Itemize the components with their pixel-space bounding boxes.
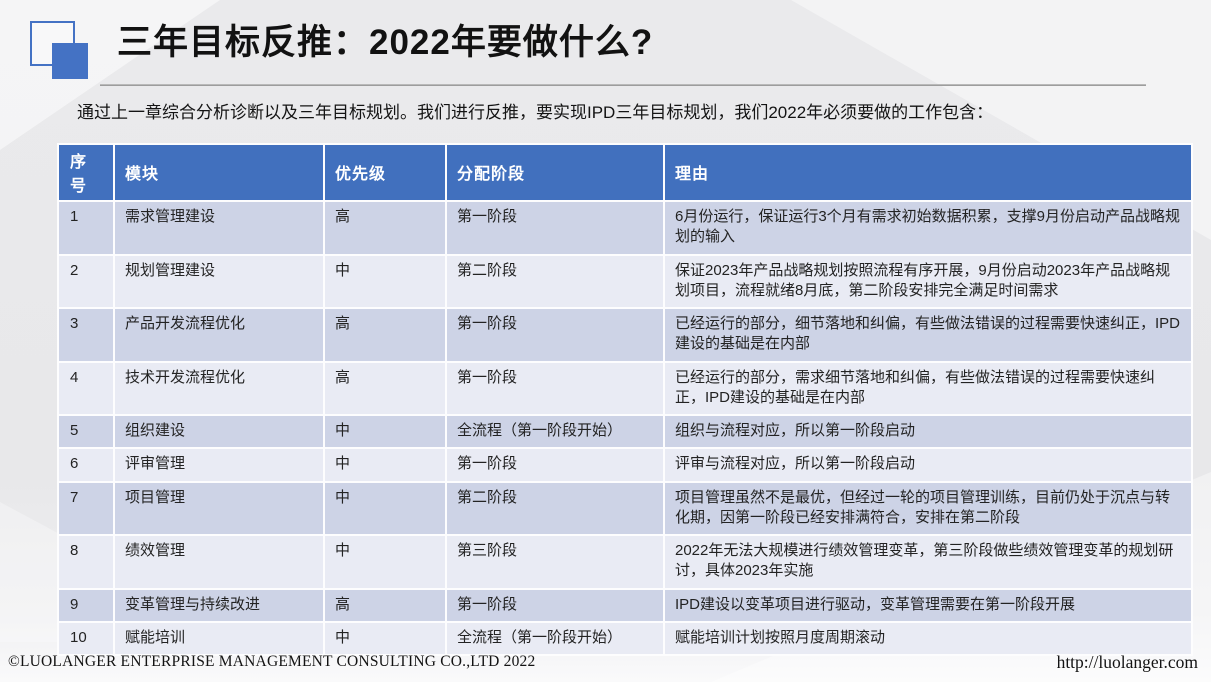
row-no-cell: 6 bbox=[59, 449, 113, 481]
module-cell: 评审管理 bbox=[115, 449, 323, 481]
reason-cell: IPD建设以变革项目进行驱动，变革管理需要在第一阶段开展 bbox=[665, 589, 1191, 621]
decorative-square-filled bbox=[52, 43, 88, 79]
row-no-cell: 8 bbox=[59, 536, 113, 588]
phase-cell: 第一阶段 bbox=[447, 589, 663, 621]
title-divider bbox=[100, 84, 1146, 86]
module-cell: 项目管理 bbox=[115, 482, 323, 534]
table-row: 6 评审管理中第一阶段 评审与流程对应，所以第一阶段启动 bbox=[59, 449, 1191, 481]
table-row: 9 变革管理与持续改进高第一阶段 IPD建设以变革项目进行驱动，变革管理需要在第一阶… bbox=[59, 589, 1191, 621]
priority-cell: 中 bbox=[325, 536, 445, 588]
col-header-reason: 理由 bbox=[665, 145, 1191, 200]
module-cell: 组织建设 bbox=[115, 416, 323, 448]
reason-cell: 已经运行的部分，需求细节落地和纠偏，有些做法错误的过程需要快速纠正，IPD建设的… bbox=[665, 362, 1191, 414]
reason-cell: 项目管理虽然不是最优，但经过一轮的项目管理训练，目前仍处于沉点与转化期，因第一阶… bbox=[665, 482, 1191, 534]
table-row: 4 技术开发流程优化高第一阶段 已经运行的部分，需求细节落地和纠偏，有些做法错误的过… bbox=[59, 362, 1191, 414]
phase-cell: 第二阶段 bbox=[447, 482, 663, 534]
priority-cell: 高 bbox=[325, 362, 445, 414]
module-cell: 赋能培训 bbox=[115, 622, 323, 654]
priority-cell: 高 bbox=[325, 589, 445, 621]
priority-cell: 中 bbox=[325, 482, 445, 534]
reason-cell: 保证2023年产品战略规划按照流程有序开展，9月份启动2023年产品战略规划项目… bbox=[665, 255, 1191, 307]
table-header: 序号 模块 优先级 分配阶段 理由 bbox=[59, 145, 1191, 200]
module-cell: 技术开发流程优化 bbox=[115, 362, 323, 414]
priority-cell: 高 bbox=[325, 309, 445, 361]
row-no-cell: 2 bbox=[59, 255, 113, 307]
table-header-row: 序号 模块 优先级 分配阶段 理由 bbox=[59, 145, 1191, 200]
module-cell: 需求管理建设 bbox=[115, 202, 323, 254]
reason-cell: 赋能培训计划按照月度周期滚动 bbox=[665, 622, 1191, 654]
table-body: 1 需求管理建设高第一阶段 6月份运行，保证运行3个月有需求初始数据积累，支撑9月份… bbox=[59, 202, 1191, 654]
table-row: 2 规划管理建设中第二阶段 保证2023年产品战略规划按照流程有序开展，9月份启动2… bbox=[59, 255, 1191, 307]
reason-cell: 已经运行的部分，细节落地和纠偏，有些做法错误的过程需要快速纠正，IPD建设的基础… bbox=[665, 309, 1191, 361]
work-plan-table: 序号 模块 优先级 分配阶段 理由 1 需求管理建设高第一阶段 6月份运行，保证运行… bbox=[57, 143, 1193, 656]
phase-cell: 全流程（第一阶段开始） bbox=[447, 416, 663, 448]
phase-cell: 第一阶段 bbox=[447, 202, 663, 254]
reason-cell: 2022年无法大规模进行绩效管理变革，第三阶段做些绩效管理变革的规划研讨，具体2… bbox=[665, 536, 1191, 588]
priority-cell: 高 bbox=[325, 202, 445, 254]
col-header-no: 序号 bbox=[59, 145, 113, 200]
module-cell: 变革管理与持续改进 bbox=[115, 589, 323, 621]
table-row: 1 需求管理建设高第一阶段 6月份运行，保证运行3个月有需求初始数据积累，支撑9月份… bbox=[59, 202, 1191, 254]
module-cell: 规划管理建设 bbox=[115, 255, 323, 307]
intro-text: 通过上一章综合分析诊断以及三年目标规划。我们进行反推，要实现IPD三年目标规划，… bbox=[77, 103, 994, 122]
module-cell: 绩效管理 bbox=[115, 536, 323, 588]
module-cell: 产品开发流程优化 bbox=[115, 309, 323, 361]
row-no-cell: 5 bbox=[59, 416, 113, 448]
page-title: 三年目标反推：2022年要做什么? bbox=[117, 23, 654, 62]
reason-cell: 6月份运行，保证运行3个月有需求初始数据积累，支撑9月份启动产品战略规划的输入 bbox=[665, 202, 1191, 254]
row-no-cell: 9 bbox=[59, 589, 113, 621]
phase-cell: 全流程（第一阶段开始） bbox=[447, 622, 663, 654]
priority-cell: 中 bbox=[325, 416, 445, 448]
footer-company: ©LUOLANGER ENTERPRISE MANAGEMENT CONSULT… bbox=[8, 653, 536, 670]
footer-website-link[interactable]: http://luolanger.com bbox=[1056, 652, 1198, 672]
col-header-priority: 优先级 bbox=[325, 145, 445, 200]
row-no-cell: 7 bbox=[59, 482, 113, 534]
table-row: 7 项目管理中第二阶段 项目管理虽然不是最优，但经过一轮的项目管理训练，目前仍处于沉… bbox=[59, 482, 1191, 534]
phase-cell: 第一阶段 bbox=[447, 362, 663, 414]
priority-cell: 中 bbox=[325, 449, 445, 481]
table-row: 10 赋能培训中全流程（第一阶段开始） 赋能培训计划按照月度周期滚动 bbox=[59, 622, 1191, 654]
table-row: 8 绩效管理中第三阶段 2022年无法大规模进行绩效管理变革，第三阶段做些绩效管理变… bbox=[59, 536, 1191, 588]
priority-cell: 中 bbox=[325, 255, 445, 307]
row-no-cell: 3 bbox=[59, 309, 113, 361]
col-header-module: 模块 bbox=[115, 145, 323, 200]
phase-cell: 第一阶段 bbox=[447, 449, 663, 481]
phase-cell: 第三阶段 bbox=[447, 536, 663, 588]
row-no-cell: 10 bbox=[59, 622, 113, 654]
table-row: 5 组织建设中全流程（第一阶段开始） 组织与流程对应，所以第一阶段启动 bbox=[59, 416, 1191, 448]
reason-cell: 组织与流程对应，所以第一阶段启动 bbox=[665, 416, 1191, 448]
row-no-cell: 4 bbox=[59, 362, 113, 414]
phase-cell: 第一阶段 bbox=[447, 309, 663, 361]
row-no-cell: 1 bbox=[59, 202, 113, 254]
reason-cell: 评审与流程对应，所以第一阶段启动 bbox=[665, 449, 1191, 481]
table-row: 3 产品开发流程优化高第一阶段 已经运行的部分，细节落地和纠偏，有些做法错误的过程需… bbox=[59, 309, 1191, 361]
col-header-phase: 分配阶段 bbox=[447, 145, 663, 200]
priority-cell: 中 bbox=[325, 622, 445, 654]
phase-cell: 第二阶段 bbox=[447, 255, 663, 307]
